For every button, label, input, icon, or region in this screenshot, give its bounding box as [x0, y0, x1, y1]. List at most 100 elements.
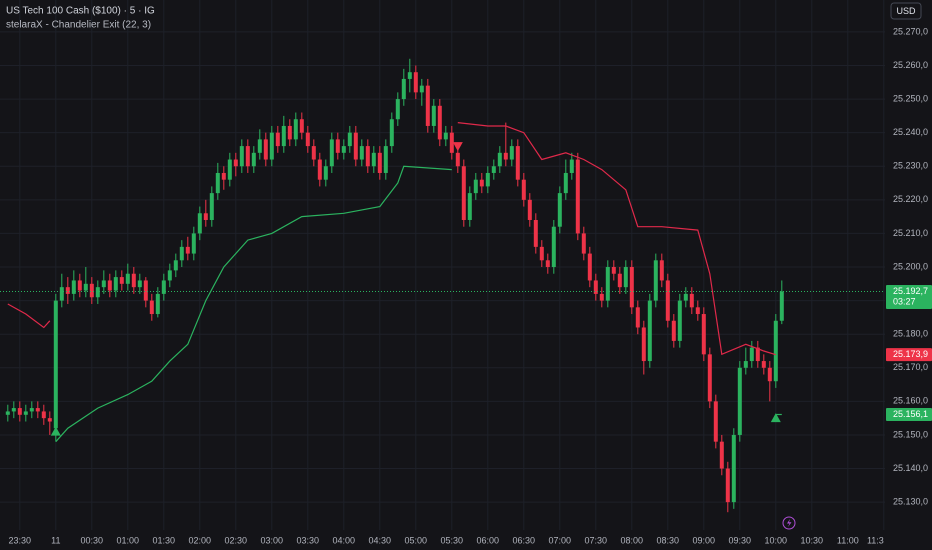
candle-body — [389, 119, 394, 147]
candle-body — [263, 139, 268, 160]
candle-body — [563, 172, 568, 194]
candle-body — [533, 219, 538, 247]
candle-body — [101, 280, 106, 288]
candle-body — [449, 132, 454, 153]
candle-body — [311, 146, 316, 160]
candle-body — [131, 273, 136, 288]
x-tick-label: 10:30 — [801, 535, 824, 545]
currency-box[interactable] — [890, 2, 922, 20]
candle-body — [539, 246, 544, 261]
candle-body — [365, 146, 370, 167]
candle-body — [5, 411, 10, 415]
y-tick-label: 25.210,0 — [893, 228, 928, 238]
candle-body — [443, 132, 448, 140]
candle-body — [491, 166, 496, 173]
candle-body — [407, 72, 412, 79]
countdown: 03:27 — [893, 296, 916, 306]
candle-body — [359, 146, 364, 160]
y-tick-label: 25.260,0 — [893, 60, 928, 70]
candle-body — [287, 125, 292, 140]
candle-body — [569, 159, 574, 173]
candle-body — [323, 166, 328, 180]
candle-body — [545, 260, 550, 268]
event-icon[interactable] — [782, 516, 796, 530]
candle-body — [425, 85, 430, 126]
candle-body — [221, 172, 226, 180]
candle-body — [695, 307, 700, 315]
y-tick-label: 25.220,0 — [893, 194, 928, 204]
candle-body — [581, 233, 586, 254]
candle-body — [173, 260, 178, 271]
candle-body — [53, 300, 58, 429]
candle-body — [659, 260, 664, 281]
x-tick-label: 00:30 — [81, 535, 104, 545]
price-label: 25.173,9 — [893, 349, 928, 359]
candle-body — [737, 367, 742, 435]
candle-body — [755, 347, 760, 362]
candle-body — [167, 270, 172, 281]
x-tick-label: 02:30 — [225, 535, 248, 545]
x-tick-label: 04:00 — [333, 535, 356, 545]
x-tick-label: 06:00 — [477, 535, 500, 545]
event-icon-bolt[interactable] — [787, 519, 792, 527]
candle-body — [83, 283, 88, 291]
candle-body — [593, 280, 598, 294]
candle-body — [647, 300, 652, 362]
candle-body — [215, 172, 220, 194]
x-tick-label: 23:30 — [9, 535, 32, 545]
candle-body — [275, 132, 280, 147]
candle-body — [161, 280, 166, 294]
candle-body — [47, 418, 52, 422]
x-tick-label: 10:00 — [765, 535, 788, 545]
candle-body — [299, 119, 304, 133]
x-tick-label: 01:30 — [153, 535, 176, 545]
candle-body — [689, 293, 694, 308]
candle-body — [95, 287, 100, 298]
currency[interactable]: USD — [896, 6, 916, 16]
candle-body — [395, 99, 400, 120]
x-tick-label: 08:00 — [621, 535, 644, 545]
candle-body — [521, 179, 526, 200]
signal-marker — [50, 426, 61, 436]
candle-body — [431, 105, 436, 126]
candle-body — [209, 193, 214, 220]
candle-body — [29, 408, 34, 412]
candle-body — [683, 293, 688, 301]
candle-body — [77, 280, 82, 291]
candle-body — [587, 253, 592, 281]
candle-body — [575, 159, 580, 234]
candle-body — [635, 307, 640, 328]
candle-body — [605, 267, 610, 301]
candle-body — [341, 146, 346, 153]
chart-title: US Tech 100 Cash ($100) · 5 · IG — [6, 6, 155, 17]
candle-body — [497, 152, 502, 167]
candle-body — [383, 146, 388, 173]
candle-body — [623, 267, 628, 288]
price-label-box — [886, 285, 932, 310]
candle-body — [503, 152, 508, 160]
price-label-box — [886, 348, 932, 362]
y-tick-label: 25.270,0 — [893, 26, 928, 36]
candle-body — [257, 139, 262, 153]
candle-body — [143, 280, 148, 301]
candle-body — [113, 277, 118, 291]
candle-body — [377, 152, 382, 173]
signal-marker — [770, 413, 781, 423]
candle-body — [485, 172, 490, 187]
candle-body — [473, 179, 478, 194]
y-tick-label: 25.250,0 — [893, 93, 928, 103]
candle-body — [557, 193, 562, 227]
candle-body — [551, 226, 556, 268]
x-tick-label: 05:00 — [405, 535, 428, 545]
x-tick-label: 11:00 — [837, 535, 859, 545]
candle-body — [437, 105, 442, 140]
x-tick-label: 02:00 — [189, 535, 212, 545]
x-tick-label: 09:30 — [729, 535, 752, 545]
candle-body — [191, 233, 196, 254]
candle-body — [281, 125, 286, 147]
price-label-box — [886, 407, 932, 421]
price-label: 25.192,7 — [893, 286, 928, 296]
candle-body — [227, 159, 232, 180]
candle-body — [59, 287, 64, 301]
